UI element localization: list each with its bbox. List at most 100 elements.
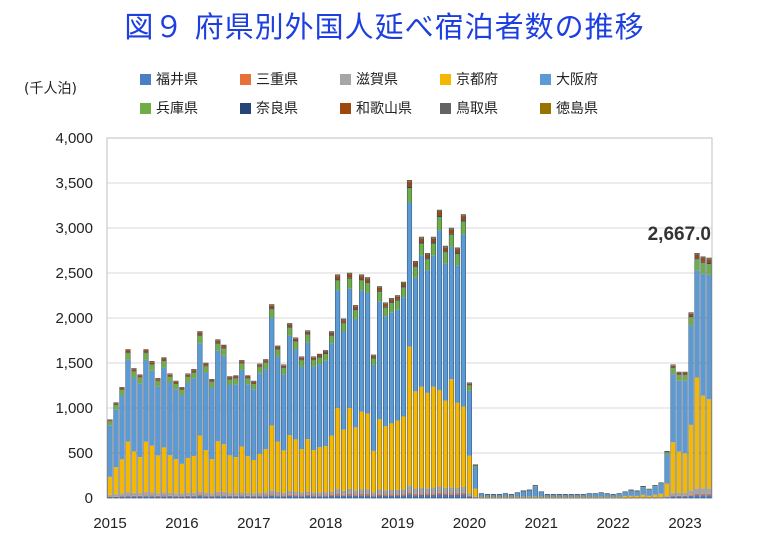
- bar-segment: [562, 496, 568, 498]
- bar-segment: [305, 491, 310, 495]
- bar-segment: [676, 496, 682, 498]
- bar-segment: [670, 495, 676, 497]
- bar-segment: [179, 493, 185, 497]
- bar-segment: [125, 350, 131, 353]
- bar-segment: [215, 441, 221, 492]
- bar-segment: [473, 488, 478, 497]
- bar-outline: [448, 227, 454, 499]
- bar-outline: [454, 247, 460, 499]
- bar-segment: [275, 346, 281, 347]
- bar-segment: [670, 367, 676, 369]
- bar-segment: [185, 374, 191, 377]
- bar-segment: [425, 392, 430, 489]
- bar-segment: [185, 493, 191, 496]
- bar-segment: [431, 493, 436, 495]
- bar-segment: [335, 493, 340, 496]
- bar-outline: [562, 494, 568, 499]
- bar-segment: [449, 494, 454, 498]
- bar-segment: [694, 258, 700, 260]
- bar-segment: [371, 355, 376, 356]
- bar-segment: [197, 435, 203, 492]
- bar-segment: [191, 372, 197, 373]
- bar-segment: [628, 495, 634, 498]
- bar-segment: [281, 492, 287, 496]
- bar-segment: [299, 495, 305, 497]
- bar-segment: [329, 335, 334, 336]
- bar-segment: [682, 374, 688, 376]
- bar-segment: [107, 494, 113, 497]
- bar-segment: [371, 496, 376, 498]
- bar-segment: [269, 308, 275, 310]
- bar-segment: [221, 491, 227, 496]
- bar-segment: [437, 494, 442, 498]
- bar-segment: [131, 496, 137, 498]
- bar-segment: [347, 493, 352, 496]
- bar-segment: [125, 441, 131, 493]
- y-tick-label: 3,000: [55, 220, 93, 237]
- bar-segment: [449, 487, 454, 494]
- bar-segment: [227, 495, 233, 497]
- bar-segment: [419, 237, 424, 239]
- bar-segment: [622, 492, 628, 496]
- bar-segment: [257, 367, 263, 374]
- bar-outline: [221, 344, 227, 499]
- bar-segment: [263, 495, 269, 497]
- bar-segment: [455, 402, 460, 488]
- bar-segment: [359, 290, 364, 412]
- bar-segment: [347, 273, 352, 275]
- bar-segment: [443, 493, 448, 495]
- bar-segment: [155, 455, 161, 494]
- bar-segment: [395, 420, 400, 490]
- bar-segment: [251, 495, 257, 497]
- bar-segment: [694, 495, 700, 498]
- bar-segment: [131, 495, 137, 497]
- bar-segment: [694, 253, 700, 254]
- bar-segment: [509, 494, 514, 497]
- bar-segment: [155, 495, 161, 497]
- bar-segment: [209, 387, 215, 460]
- bar-segment: [287, 494, 293, 496]
- bar-segment: [706, 263, 712, 264]
- y-tick-label: 0: [85, 490, 93, 507]
- bar-segment: [437, 212, 442, 217]
- bar-segment: [461, 215, 466, 217]
- bar-segment: [700, 256, 706, 258]
- bar-segment: [257, 364, 263, 367]
- bar-segment: [191, 378, 197, 456]
- legend-swatch: [140, 73, 151, 85]
- bar-segment: [251, 383, 257, 390]
- bar-segment: [365, 489, 370, 495]
- bar-segment: [413, 495, 418, 498]
- bar-outline: [209, 379, 215, 499]
- bar-segment: [245, 495, 251, 497]
- bar-segment: [167, 455, 173, 494]
- bar-segment: [365, 283, 370, 293]
- bar-segment: [173, 383, 179, 390]
- bar-outline: [359, 274, 365, 499]
- bar-segment: [197, 495, 203, 496]
- bar-segment: [676, 374, 682, 376]
- bar-outline: [215, 339, 221, 499]
- bar-segment: [461, 486, 466, 493]
- bar-segment: [137, 375, 143, 378]
- bar-segment: [467, 385, 472, 391]
- bar-outline: [281, 364, 287, 499]
- bar-outline: [514, 492, 520, 499]
- bar-segment: [161, 496, 167, 498]
- bar-outline: [634, 490, 640, 499]
- bar-outline: [323, 350, 329, 499]
- bar-segment: [293, 439, 299, 492]
- bar-outline: [137, 374, 143, 499]
- bar-segment: [694, 259, 700, 271]
- bar-segment: [245, 456, 251, 494]
- legend-item: 徳島県: [540, 99, 640, 117]
- bar-segment: [556, 496, 562, 498]
- bar-segment: [497, 494, 502, 497]
- bar-segment: [700, 257, 706, 259]
- bar-segment: [455, 253, 460, 255]
- bar-segment: [305, 334, 310, 343]
- bar-segment: [437, 210, 442, 213]
- bar-segment: [299, 360, 305, 367]
- bar-segment: [191, 372, 197, 379]
- bar-segment: [161, 495, 167, 497]
